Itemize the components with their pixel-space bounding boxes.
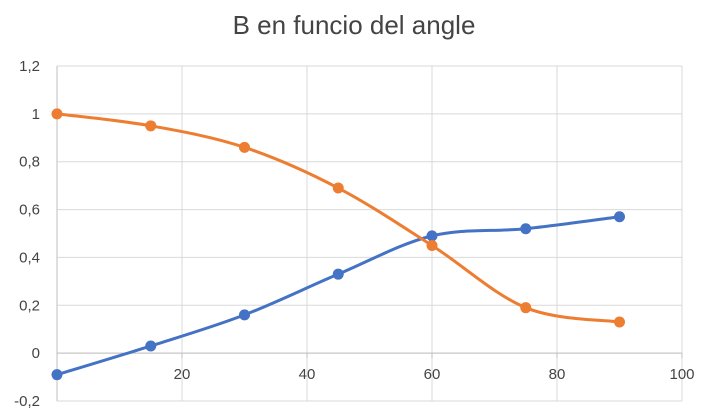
y-tick-label: 1 (32, 106, 40, 123)
series-1-point (332, 268, 344, 280)
series-points (51, 108, 625, 381)
x-tick-label: 60 (424, 366, 441, 383)
axes (56, 66, 683, 401)
series-2-point (51, 108, 63, 120)
y-tick-label: 0,6 (19, 202, 40, 219)
series-1-line (55, 215, 621, 377)
series-2-line (55, 112, 621, 324)
x-tick-label: 20 (174, 366, 191, 383)
series-2-point (145, 120, 157, 132)
y-tick-label: 1,2 (19, 58, 40, 75)
series-2-point (332, 182, 344, 194)
series-1-point (239, 309, 250, 321)
series-2-point (520, 302, 532, 314)
y-tick-label: 0,4 (19, 249, 40, 266)
series-2-point (239, 141, 250, 153)
series-2-point (426, 239, 438, 251)
y-tick-label: 0,2 (19, 297, 40, 314)
y-tick-label: -0,2 (14, 393, 40, 410)
series-1-point (145, 340, 157, 352)
x-tick-label: 100 (669, 366, 694, 383)
series-1-point (51, 369, 63, 381)
series-1-point (426, 230, 438, 242)
series-1-point (614, 211, 625, 223)
series-1-point (520, 223, 532, 235)
chart-title: B en funcio del angle (233, 10, 476, 40)
tick-labels: -0,2 0 0,2 0,4 0,6 0,8 1 1,2 20 40 60 80 100 (14, 58, 694, 410)
y-tick-label: 0,8 (19, 154, 40, 171)
y-tick-label: 0 (32, 345, 40, 362)
series-2-point (614, 316, 625, 328)
x-tick-label: 40 (299, 366, 316, 383)
x-tick-label: 80 (549, 366, 566, 383)
series-lines (55, 112, 621, 377)
